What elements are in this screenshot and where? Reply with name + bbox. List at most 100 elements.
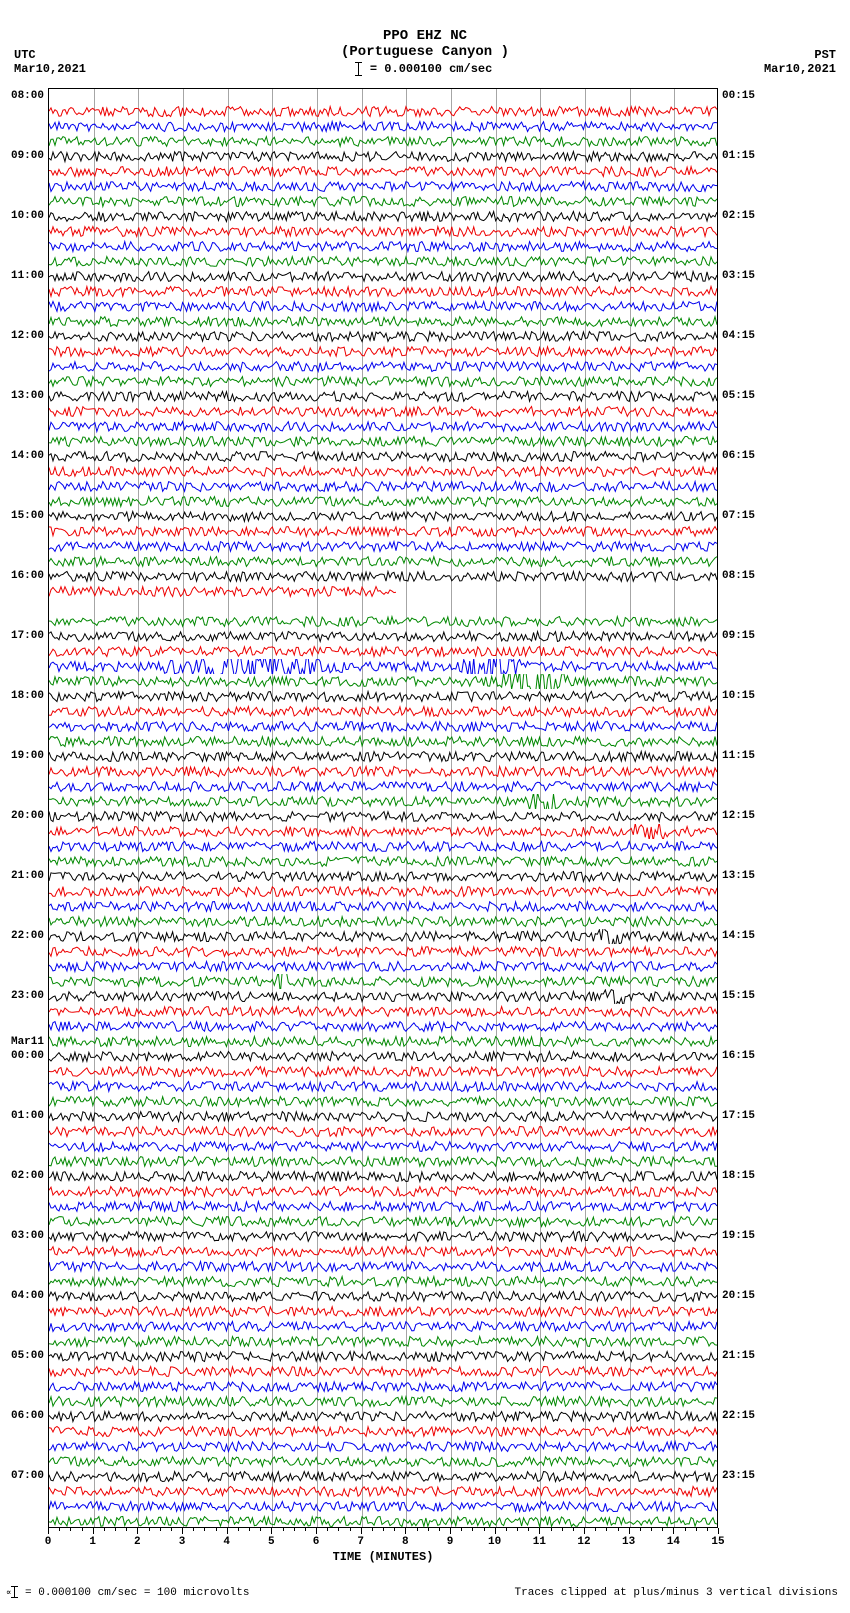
x-minor-tick bbox=[528, 1528, 529, 1531]
trace-row bbox=[49, 1484, 717, 1499]
x-tick-label: 1 bbox=[89, 1536, 96, 1548]
x-tick-label: 15 bbox=[711, 1536, 724, 1548]
x-tick bbox=[227, 1528, 228, 1534]
trace-row bbox=[49, 599, 717, 614]
x-minor-tick bbox=[115, 1528, 116, 1531]
trace-row bbox=[49, 149, 717, 164]
hour-label-utc: 10:00 bbox=[4, 210, 44, 222]
x-tick-label: 10 bbox=[488, 1536, 501, 1548]
x-tick bbox=[405, 1528, 406, 1534]
x-minor-tick bbox=[417, 1528, 418, 1531]
trace-row bbox=[49, 179, 717, 194]
hour-label-utc: 20:00 bbox=[4, 810, 44, 822]
hour-label-utc: 08:00 bbox=[4, 90, 44, 102]
x-minor-tick bbox=[439, 1528, 440, 1531]
trace-row bbox=[49, 1019, 717, 1034]
x-tick bbox=[271, 1528, 272, 1534]
trace-row bbox=[49, 389, 717, 404]
scale-text: = 0.000100 cm/sec bbox=[370, 62, 492, 76]
trace-row bbox=[49, 1409, 717, 1424]
x-minor-tick bbox=[685, 1528, 686, 1531]
x-minor-tick bbox=[461, 1528, 462, 1531]
x-minor-tick bbox=[260, 1528, 261, 1531]
x-tick bbox=[361, 1528, 362, 1534]
trace-row bbox=[49, 194, 717, 209]
trace-row bbox=[49, 374, 717, 389]
trace-row bbox=[49, 839, 717, 854]
hour-label-utc: 19:00 bbox=[4, 750, 44, 762]
trace-row bbox=[49, 164, 717, 179]
trace-row bbox=[49, 614, 717, 629]
hour-label-pst: 06:15 bbox=[722, 450, 762, 462]
hour-label-utc: 21:00 bbox=[4, 870, 44, 882]
trace-row bbox=[49, 1379, 717, 1394]
trace-row bbox=[49, 539, 717, 554]
x-minor-tick bbox=[595, 1528, 596, 1531]
trace-row bbox=[49, 1394, 717, 1409]
x-tick bbox=[316, 1528, 317, 1534]
trace-row bbox=[49, 809, 717, 824]
x-tick-label: 9 bbox=[447, 1536, 454, 1548]
hour-label-pst: 02:15 bbox=[722, 210, 762, 222]
x-minor-tick bbox=[551, 1528, 552, 1531]
hour-label-pst: 11:15 bbox=[722, 750, 762, 762]
trace-row bbox=[49, 269, 717, 284]
trace-row bbox=[49, 1454, 717, 1469]
trace-row bbox=[49, 1124, 717, 1139]
trace-row bbox=[49, 944, 717, 959]
hour-label-pst: 08:15 bbox=[722, 570, 762, 582]
trace-row bbox=[49, 629, 717, 644]
trace-row bbox=[49, 509, 717, 524]
hour-label-pst: 17:15 bbox=[722, 1110, 762, 1122]
x-minor-tick bbox=[238, 1528, 239, 1531]
x-tick bbox=[182, 1528, 183, 1534]
trace-row bbox=[49, 1004, 717, 1019]
trace-row bbox=[49, 914, 717, 929]
hour-label-utc: 16:00 bbox=[4, 570, 44, 582]
x-minor-tick bbox=[651, 1528, 652, 1531]
trace-row bbox=[49, 1109, 717, 1124]
x-minor-tick bbox=[249, 1528, 250, 1531]
x-minor-tick bbox=[696, 1528, 697, 1531]
x-tick bbox=[718, 1528, 719, 1534]
hour-label-utc: 11:00 bbox=[4, 270, 44, 282]
trace-row bbox=[49, 824, 717, 839]
x-minor-tick bbox=[193, 1528, 194, 1531]
hour-label-pst: 12:15 bbox=[722, 810, 762, 822]
x-tick-label: 8 bbox=[402, 1536, 409, 1548]
hour-label-pst: 01:15 bbox=[722, 150, 762, 162]
x-minor-tick bbox=[506, 1528, 507, 1531]
x-tick bbox=[539, 1528, 540, 1534]
x-minor-tick bbox=[216, 1528, 217, 1531]
x-minor-tick bbox=[160, 1528, 161, 1531]
footer-scale-bar-icon bbox=[14, 1586, 15, 1598]
hour-label-utc: 14:00 bbox=[4, 450, 44, 462]
hour-label-utc: 02:00 bbox=[4, 1170, 44, 1182]
x-minor-tick bbox=[104, 1528, 105, 1531]
trace-row bbox=[49, 494, 717, 509]
x-minor-tick bbox=[662, 1528, 663, 1531]
trace-row bbox=[49, 869, 717, 884]
trace-row bbox=[49, 1199, 717, 1214]
footer-scale-text: = 0.000100 cm/sec = 100 microvolts bbox=[18, 1587, 249, 1599]
trace-row bbox=[49, 1094, 717, 1109]
x-minor-tick bbox=[484, 1528, 485, 1531]
trace-row bbox=[49, 1439, 717, 1454]
x-tick bbox=[629, 1528, 630, 1534]
x-tick-label: 13 bbox=[622, 1536, 635, 1548]
trace-row bbox=[49, 899, 717, 914]
trace-row bbox=[49, 209, 717, 224]
trace-row bbox=[49, 479, 717, 494]
trace-row bbox=[49, 1334, 717, 1349]
trace-row bbox=[49, 569, 717, 584]
trace-row bbox=[49, 1499, 717, 1514]
trace-row bbox=[49, 224, 717, 239]
trace-row bbox=[49, 1274, 717, 1289]
x-minor-tick bbox=[171, 1528, 172, 1531]
hour-label-utc: 17:00 bbox=[4, 630, 44, 642]
trace-row bbox=[49, 749, 717, 764]
trace-row bbox=[49, 1049, 717, 1064]
trace-row bbox=[49, 1154, 717, 1169]
x-minor-tick bbox=[394, 1528, 395, 1531]
hour-label-pst: 18:15 bbox=[722, 1170, 762, 1182]
